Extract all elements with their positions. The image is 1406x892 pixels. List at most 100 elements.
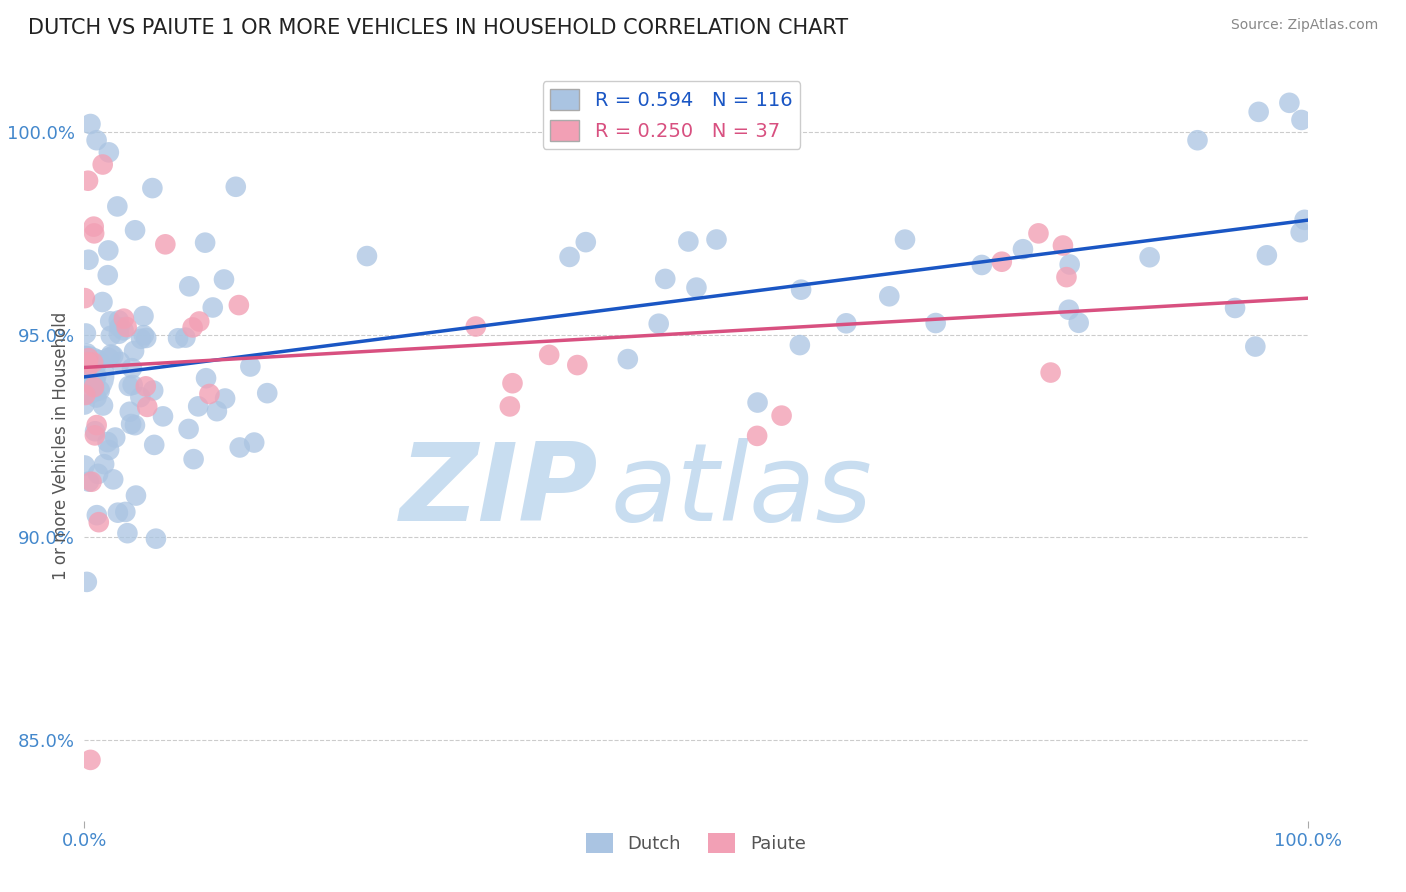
Point <box>91 157 114 171</box>
Point <box>685 280 707 294</box>
Point <box>464 319 486 334</box>
Point <box>115 320 138 334</box>
Point <box>1187 133 1209 147</box>
Point <box>1067 316 1090 330</box>
Point <box>91 399 114 413</box>
Point <box>76 346 98 360</box>
Point <box>77 351 100 366</box>
Point <box>132 328 155 343</box>
Point <box>195 371 218 385</box>
Text: Source: ZipAtlas.com: Source: ZipAtlas.com <box>1230 18 1378 32</box>
Point <box>198 387 221 401</box>
Point <box>86 508 108 523</box>
Point <box>83 219 105 234</box>
Point <box>118 405 141 419</box>
Point <box>75 326 97 341</box>
Point <box>121 361 143 376</box>
Point <box>86 418 108 433</box>
Point <box>141 181 163 195</box>
Point <box>82 377 104 392</box>
Point <box>706 232 728 246</box>
Point <box>991 254 1014 268</box>
Point <box>1294 212 1316 227</box>
Point <box>107 506 129 520</box>
Point <box>112 311 135 326</box>
Point <box>86 368 108 383</box>
Point <box>122 343 145 358</box>
Point <box>112 323 135 337</box>
Point <box>558 250 581 264</box>
Point <box>239 359 262 374</box>
Point <box>177 422 200 436</box>
Point <box>108 355 131 369</box>
Point <box>97 351 120 365</box>
Point <box>1247 104 1270 119</box>
Point <box>135 331 157 345</box>
Point <box>567 358 589 372</box>
Point <box>835 316 858 330</box>
Point <box>125 489 148 503</box>
Point <box>1012 242 1035 256</box>
Point <box>194 235 217 250</box>
Point <box>75 349 97 363</box>
Point <box>647 317 669 331</box>
Point <box>1291 112 1313 127</box>
Point <box>129 332 152 346</box>
Point <box>181 320 204 334</box>
Text: DUTCH VS PAIUTE 1 OR MORE VEHICLES IN HOUSEHOLD CORRELATION CHART: DUTCH VS PAIUTE 1 OR MORE VEHICLES IN HO… <box>28 18 848 37</box>
Point <box>97 244 120 258</box>
Point <box>970 258 993 272</box>
Point <box>121 378 143 392</box>
Point <box>79 362 101 376</box>
Text: atlas: atlas <box>610 439 872 543</box>
Point <box>1059 258 1081 272</box>
Point <box>789 338 811 352</box>
Point <box>256 386 278 401</box>
Point <box>183 452 205 467</box>
Point <box>97 268 120 283</box>
Point <box>83 428 105 442</box>
Point <box>356 249 378 263</box>
Point <box>132 309 155 323</box>
Point <box>228 298 250 312</box>
Point <box>120 417 142 431</box>
Point <box>1223 301 1246 315</box>
Point <box>91 295 114 310</box>
Point <box>502 376 524 391</box>
Point <box>894 233 917 247</box>
Point <box>79 753 101 767</box>
Point <box>124 418 146 433</box>
Point <box>82 355 104 369</box>
Point <box>104 431 127 445</box>
Point <box>100 328 122 343</box>
Point <box>747 395 769 409</box>
Point <box>225 179 247 194</box>
Point <box>86 391 108 405</box>
Point <box>1056 270 1078 285</box>
Point <box>105 199 128 213</box>
Point <box>118 379 141 393</box>
Point <box>103 349 125 363</box>
Point <box>499 400 522 414</box>
Point <box>84 424 107 438</box>
Point <box>75 368 97 383</box>
Point <box>73 291 96 305</box>
Point <box>212 272 235 286</box>
Point <box>155 237 177 252</box>
Point <box>770 409 793 423</box>
Point <box>1244 340 1267 354</box>
Point <box>79 117 101 131</box>
Point <box>214 392 236 406</box>
Point <box>142 384 165 398</box>
Point <box>654 272 676 286</box>
Point <box>1052 238 1074 252</box>
Point <box>747 429 769 443</box>
Point <box>87 515 110 529</box>
Point <box>108 320 131 334</box>
Point <box>100 347 122 361</box>
Point <box>89 384 111 398</box>
Point <box>1289 225 1312 239</box>
Point <box>76 574 98 589</box>
Point <box>86 352 108 367</box>
Point <box>77 174 100 188</box>
